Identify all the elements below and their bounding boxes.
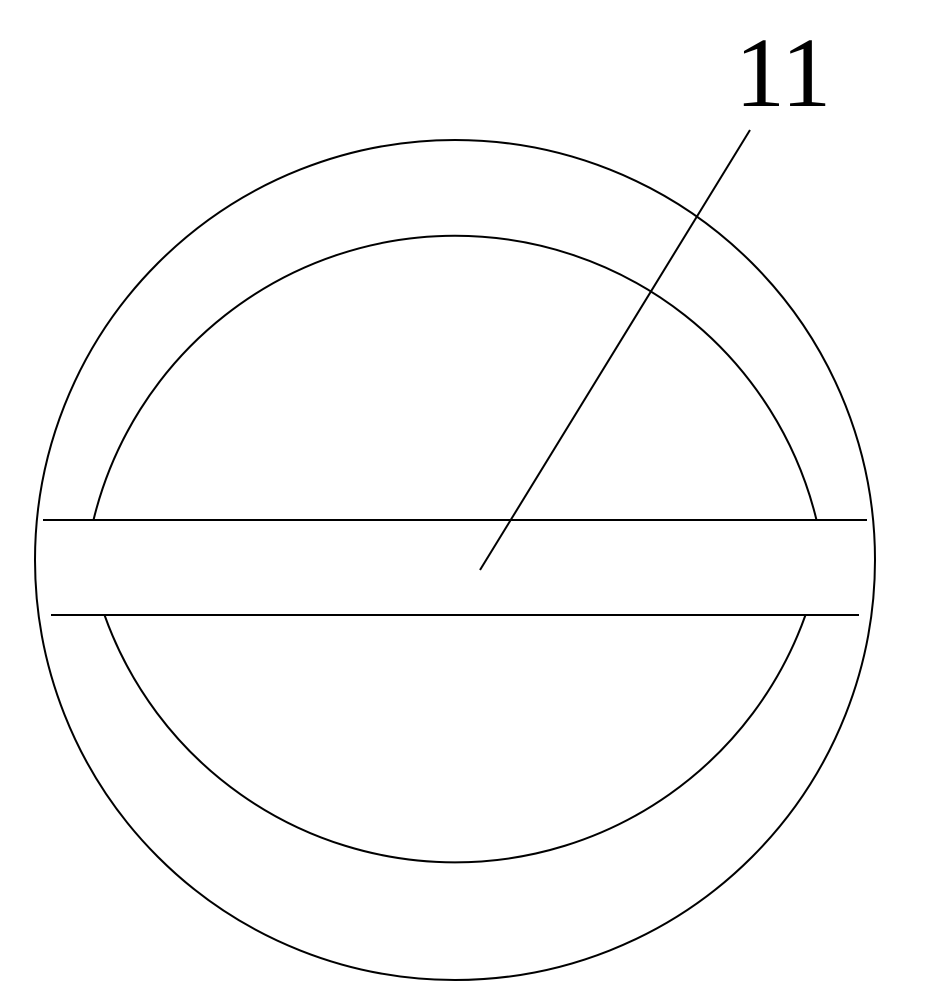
inner-circle-upper-arc [94,236,817,520]
diagram-svg [0,0,942,1000]
outer-circle [35,140,875,980]
part-label-11: 11 [735,15,831,130]
leader-line [480,130,750,570]
inner-circle-lower-arc [105,615,806,862]
technical-diagram: 11 [0,0,942,1000]
